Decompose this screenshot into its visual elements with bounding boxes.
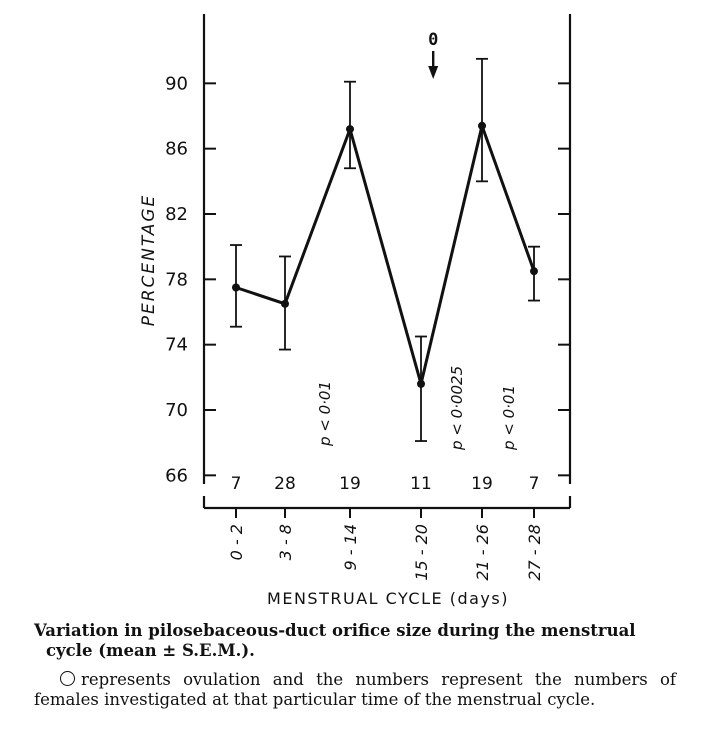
y-axis-label: PERCENTAGE xyxy=(139,194,159,327)
sample-count: 19 xyxy=(339,474,361,494)
y-tick-label: 78 xyxy=(165,269,188,290)
data-point xyxy=(281,299,289,308)
y-tick-label: 66 xyxy=(165,465,188,486)
data-point xyxy=(232,283,240,292)
sample-count: 7 xyxy=(231,474,242,494)
x-axis-label: MENSTRUAL CYCLE (days) xyxy=(267,589,509,608)
category-label: 21 - 26 xyxy=(473,524,492,581)
y-tick-label: 86 xyxy=(165,139,188,160)
category-label: 3 - 8 xyxy=(276,524,295,560)
p-value-label: p < 0·0025 xyxy=(448,366,466,451)
y-ticks: 66 70 74 78 82 86 90 xyxy=(165,73,572,496)
series-line xyxy=(235,120,536,385)
sample-count: 28 xyxy=(274,474,296,494)
sample-count: 11 xyxy=(410,474,432,494)
sample-count: 7 xyxy=(529,474,540,494)
ovulation-circle-icon xyxy=(60,671,75,686)
y-tick-label: 70 xyxy=(165,400,188,421)
category-label: 27 - 28 xyxy=(525,524,544,581)
caption-title-line-2: cycle (mean ± S.E.M.). xyxy=(46,641,255,660)
y-tick-label: 90 xyxy=(165,73,188,94)
sample-counts: 7 28 19 11 19 7 xyxy=(231,474,540,494)
y-tick-label: 82 xyxy=(165,204,188,225)
category-labels: 0 - 2 3 - 8 9 - 14 15 - 20 21 - 26 27 - 28 xyxy=(227,524,544,581)
error-bars xyxy=(230,57,540,442)
data-point xyxy=(346,125,354,134)
x-ticks xyxy=(235,508,535,518)
p-value-label: p < 0·01 xyxy=(500,385,518,451)
category-label: 0 - 2 xyxy=(227,524,246,560)
ovulation-marker: 0 xyxy=(428,30,438,79)
p-value-label: p < 0·01 xyxy=(316,381,334,447)
y-tick-label: 74 xyxy=(165,335,188,356)
figure-caption-body: represents ovulation and the numbers rep… xyxy=(34,670,676,710)
data-point xyxy=(478,121,486,130)
caption-body-text: represents ovulation and the numbers rep… xyxy=(34,670,676,709)
ovulation-arrow-head xyxy=(428,66,439,79)
p-value-labels: p < 0·01 p < 0·0025 p < 0·01 xyxy=(316,366,518,451)
data-points xyxy=(232,121,538,388)
chart: 66 70 74 78 82 86 90 7 28 19 11 19 7 0 - 2 3 - 8 9 - … xyxy=(139,14,572,608)
data-point xyxy=(417,379,425,388)
data-point xyxy=(530,267,538,276)
category-label: 9 - 14 xyxy=(341,524,360,570)
ovulation-marker-label: 0 xyxy=(428,30,438,50)
plot-frame xyxy=(202,14,572,510)
sample-count: 19 xyxy=(471,474,493,494)
caption-title-line-1: Variation in pilosebaceous-duct orifice … xyxy=(34,621,636,640)
figure-caption-title: Variation in pilosebaceous-duct orifice … xyxy=(34,621,676,661)
category-label: 15 - 20 xyxy=(412,524,431,581)
